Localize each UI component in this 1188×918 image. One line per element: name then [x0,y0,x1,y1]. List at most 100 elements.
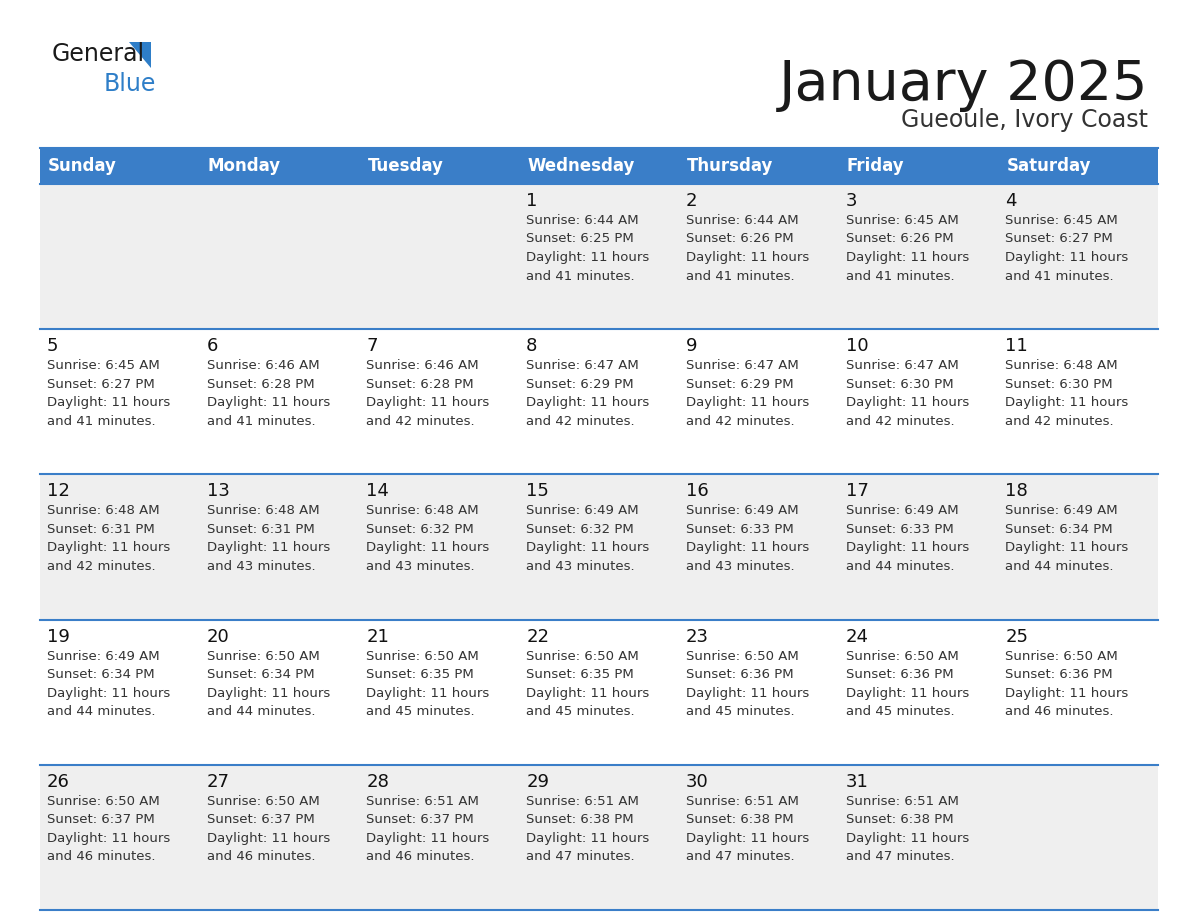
Text: and 45 minutes.: and 45 minutes. [526,705,634,718]
Text: Sunset: 6:26 PM: Sunset: 6:26 PM [685,232,794,245]
Text: 14: 14 [366,482,390,500]
Text: Daylight: 11 hours: Daylight: 11 hours [366,832,489,845]
Text: Daylight: 11 hours: Daylight: 11 hours [846,251,969,264]
Text: Daylight: 11 hours: Daylight: 11 hours [846,687,969,700]
Text: Daylight: 11 hours: Daylight: 11 hours [526,251,650,264]
Text: 29: 29 [526,773,549,790]
Text: Friday: Friday [847,157,904,175]
Text: 7: 7 [366,337,378,355]
Text: 23: 23 [685,628,709,645]
Text: Sunrise: 6:47 AM: Sunrise: 6:47 AM [526,359,639,372]
Text: Sunset: 6:30 PM: Sunset: 6:30 PM [846,377,953,391]
Text: Daylight: 11 hours: Daylight: 11 hours [207,397,330,409]
Text: 6: 6 [207,337,219,355]
Text: and 43 minutes.: and 43 minutes. [207,560,315,573]
Text: and 44 minutes.: and 44 minutes. [207,705,315,718]
Text: Sunset: 6:35 PM: Sunset: 6:35 PM [526,668,634,681]
Text: and 41 minutes.: and 41 minutes. [48,415,156,428]
Text: Thursday: Thursday [687,157,773,175]
Text: Sunrise: 6:50 AM: Sunrise: 6:50 AM [207,795,320,808]
Text: 10: 10 [846,337,868,355]
Text: Sunset: 6:31 PM: Sunset: 6:31 PM [48,523,154,536]
Text: Gueoule, Ivory Coast: Gueoule, Ivory Coast [901,108,1148,132]
Text: and 42 minutes.: and 42 minutes. [526,415,634,428]
Text: and 45 minutes.: and 45 minutes. [685,705,795,718]
Text: Daylight: 11 hours: Daylight: 11 hours [207,542,330,554]
Text: and 41 minutes.: and 41 minutes. [526,270,634,283]
Text: Sunrise: 6:50 AM: Sunrise: 6:50 AM [207,650,320,663]
Text: Tuesday: Tuesday [367,157,443,175]
Text: Sunrise: 6:50 AM: Sunrise: 6:50 AM [48,795,159,808]
Text: Daylight: 11 hours: Daylight: 11 hours [685,251,809,264]
Text: Sunrise: 6:45 AM: Sunrise: 6:45 AM [48,359,159,372]
Bar [40,148,1158,184]
Text: and 43 minutes.: and 43 minutes. [526,560,634,573]
Text: Sunrise: 6:46 AM: Sunrise: 6:46 AM [366,359,479,372]
Text: 3: 3 [846,192,857,210]
Text: Sunset: 6:37 PM: Sunset: 6:37 PM [366,813,474,826]
Text: Sunrise: 6:48 AM: Sunrise: 6:48 AM [48,504,159,518]
Text: Sunset: 6:28 PM: Sunset: 6:28 PM [366,377,474,391]
Text: Sunrise: 6:50 AM: Sunrise: 6:50 AM [366,650,479,663]
Text: and 46 minutes.: and 46 minutes. [366,850,475,863]
Text: and 42 minutes.: and 42 minutes. [846,415,954,428]
Text: Sunrise: 6:50 AM: Sunrise: 6:50 AM [846,650,959,663]
Text: and 47 minutes.: and 47 minutes. [846,850,954,863]
Text: Sunrise: 6:48 AM: Sunrise: 6:48 AM [1005,359,1118,372]
Text: Blue: Blue [105,72,157,96]
Text: Sunset: 6:30 PM: Sunset: 6:30 PM [1005,377,1113,391]
Text: and 42 minutes.: and 42 minutes. [48,560,156,573]
Text: and 46 minutes.: and 46 minutes. [1005,705,1114,718]
Bar [40,184,1158,330]
Text: Sunrise: 6:44 AM: Sunrise: 6:44 AM [526,214,639,227]
Text: Sunrise: 6:49 AM: Sunrise: 6:49 AM [48,650,159,663]
Text: and 41 minutes.: and 41 minutes. [846,270,954,283]
Bar [40,330,1158,475]
Text: 27: 27 [207,773,229,790]
Text: Sunrise: 6:46 AM: Sunrise: 6:46 AM [207,359,320,372]
Text: Sunrise: 6:51 AM: Sunrise: 6:51 AM [526,795,639,808]
Text: 30: 30 [685,773,708,790]
Text: Sunrise: 6:50 AM: Sunrise: 6:50 AM [526,650,639,663]
Text: and 42 minutes.: and 42 minutes. [685,415,795,428]
Text: Sunset: 6:36 PM: Sunset: 6:36 PM [685,668,794,681]
Text: Sunset: 6:31 PM: Sunset: 6:31 PM [207,523,315,536]
Text: Daylight: 11 hours: Daylight: 11 hours [846,397,969,409]
Bar [40,475,1158,620]
Text: Daylight: 11 hours: Daylight: 11 hours [846,832,969,845]
Text: 4: 4 [1005,192,1017,210]
Text: 2: 2 [685,192,697,210]
Text: Sunset: 6:37 PM: Sunset: 6:37 PM [207,813,315,826]
Text: Sunday: Sunday [48,157,116,175]
Text: 28: 28 [366,773,390,790]
Text: Sunset: 6:34 PM: Sunset: 6:34 PM [48,668,154,681]
Text: Sunrise: 6:45 AM: Sunrise: 6:45 AM [1005,214,1118,227]
Text: Daylight: 11 hours: Daylight: 11 hours [48,397,170,409]
Text: Daylight: 11 hours: Daylight: 11 hours [1005,251,1129,264]
Text: Daylight: 11 hours: Daylight: 11 hours [1005,542,1129,554]
Text: Daylight: 11 hours: Daylight: 11 hours [526,687,650,700]
Text: and 41 minutes.: and 41 minutes. [1005,270,1114,283]
Text: Sunrise: 6:49 AM: Sunrise: 6:49 AM [846,504,959,518]
Text: Sunrise: 6:51 AM: Sunrise: 6:51 AM [685,795,798,808]
Text: Sunrise: 6:51 AM: Sunrise: 6:51 AM [846,795,959,808]
Text: Daylight: 11 hours: Daylight: 11 hours [685,687,809,700]
Text: Sunrise: 6:49 AM: Sunrise: 6:49 AM [526,504,639,518]
Text: Sunrise: 6:51 AM: Sunrise: 6:51 AM [366,795,479,808]
Text: Sunset: 6:38 PM: Sunset: 6:38 PM [685,813,794,826]
Text: Daylight: 11 hours: Daylight: 11 hours [526,397,650,409]
Text: Sunset: 6:25 PM: Sunset: 6:25 PM [526,232,634,245]
Text: Daylight: 11 hours: Daylight: 11 hours [846,542,969,554]
Bar [40,620,1158,765]
Text: General: General [52,42,145,66]
Text: 5: 5 [48,337,58,355]
Text: Daylight: 11 hours: Daylight: 11 hours [1005,397,1129,409]
Text: and 47 minutes.: and 47 minutes. [526,850,634,863]
Text: Daylight: 11 hours: Daylight: 11 hours [366,687,489,700]
Text: Monday: Monday [208,157,280,175]
Text: Daylight: 11 hours: Daylight: 11 hours [207,687,330,700]
Text: Sunrise: 6:50 AM: Sunrise: 6:50 AM [1005,650,1118,663]
Text: Sunset: 6:38 PM: Sunset: 6:38 PM [526,813,633,826]
Text: and 44 minutes.: and 44 minutes. [48,705,156,718]
Text: Daylight: 11 hours: Daylight: 11 hours [685,397,809,409]
